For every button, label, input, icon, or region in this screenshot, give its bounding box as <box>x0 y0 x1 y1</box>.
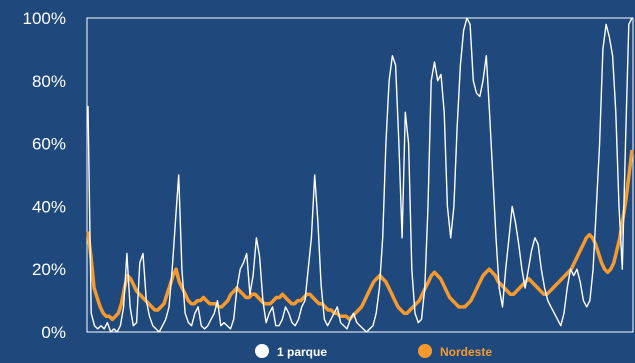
y-tick-label: 80% <box>32 72 66 91</box>
y-tick-label: 60% <box>32 135 66 154</box>
y-axis-ticks: 0% 20% 40% 60% 80% 100% <box>23 9 66 342</box>
series-line-parque <box>87 17 633 333</box>
legend: 1 parque Nordeste <box>255 344 492 359</box>
y-tick-label: 40% <box>32 197 66 216</box>
y-tick-label: 100% <box>23 9 66 28</box>
y-tick-label: 0% <box>41 323 66 342</box>
y-tick-label: 20% <box>32 260 66 279</box>
series-line-nordeste <box>86 149 634 322</box>
legend-marker <box>255 344 269 358</box>
plot-area-frame <box>86 17 634 333</box>
legend-label: 1 parque <box>277 345 327 359</box>
series-lines <box>86 17 634 333</box>
legend-marker <box>418 344 432 358</box>
legend-label: Nordeste <box>440 345 492 359</box>
